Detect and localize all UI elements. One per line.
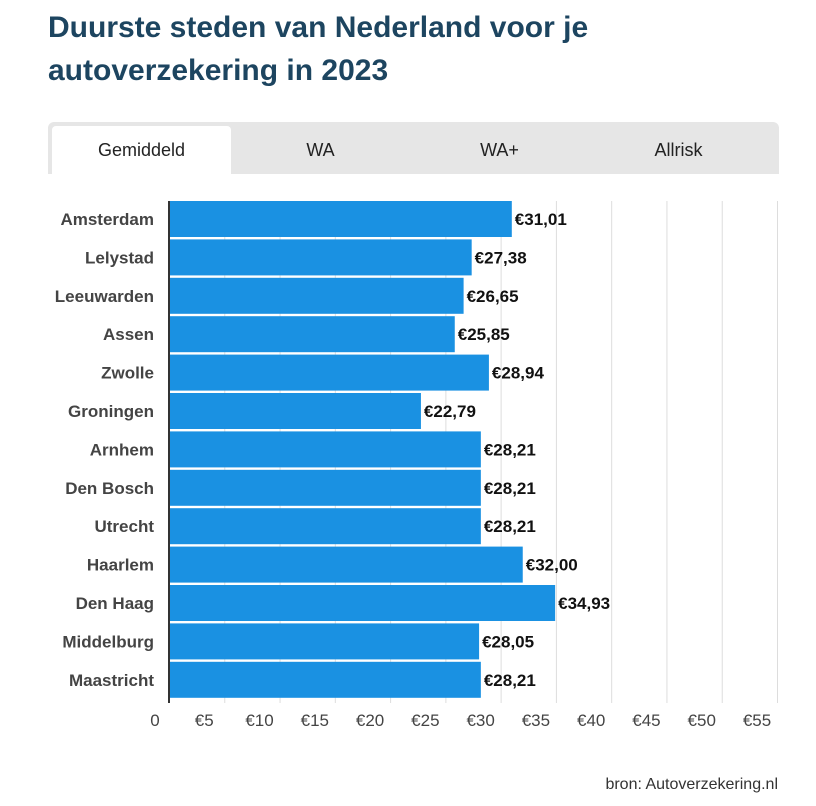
x-tick-label: €40 bbox=[577, 711, 605, 730]
value-label: €28,21 bbox=[484, 479, 536, 498]
category-label: Middelburg bbox=[62, 632, 154, 651]
bar bbox=[169, 508, 481, 545]
bar bbox=[169, 316, 455, 353]
bar bbox=[169, 277, 464, 314]
category-label: Den Bosch bbox=[65, 479, 154, 498]
source-note: bron: Autoverzekering.nl bbox=[605, 776, 778, 793]
category-label: Leeuwarden bbox=[55, 287, 154, 306]
bar bbox=[169, 239, 472, 276]
category-label: Lelystad bbox=[85, 248, 154, 267]
value-label: €31,01 bbox=[515, 210, 567, 229]
category-label: Groningen bbox=[68, 402, 154, 421]
value-label: €27,38 bbox=[475, 248, 527, 267]
bar bbox=[169, 393, 421, 429]
category-label: Utrecht bbox=[94, 517, 154, 536]
category-label: Maastricht bbox=[69, 671, 154, 690]
x-tick-label: €20 bbox=[356, 711, 384, 730]
category-label: Arnhem bbox=[90, 440, 154, 459]
x-tick-label: €15 bbox=[301, 711, 329, 730]
value-label: €32,00 bbox=[526, 556, 578, 575]
tab-gemiddeld[interactable]: Gemiddeld bbox=[52, 126, 231, 174]
x-tick-label: €50 bbox=[688, 711, 716, 730]
tab-wa[interactable]: WA bbox=[306, 139, 335, 160]
x-tick-label: €25 bbox=[411, 711, 439, 730]
bar bbox=[169, 354, 489, 391]
value-label: €26,65 bbox=[467, 287, 519, 306]
value-label: €28,21 bbox=[484, 671, 536, 690]
bar bbox=[169, 623, 480, 660]
bar bbox=[169, 546, 523, 583]
x-tick-label: €10 bbox=[245, 711, 273, 730]
bar bbox=[169, 201, 512, 237]
tab-wa-plus[interactable]: WA+ bbox=[480, 139, 519, 160]
category-label: Assen bbox=[103, 325, 154, 344]
value-label: €28,05 bbox=[482, 632, 534, 651]
value-label: €28,21 bbox=[484, 517, 536, 536]
bar bbox=[169, 661, 481, 698]
value-label: €22,79 bbox=[424, 402, 476, 421]
x-tick-label: €45 bbox=[632, 711, 660, 730]
bar bbox=[169, 469, 481, 506]
bar bbox=[169, 585, 556, 621]
value-label: €28,94 bbox=[492, 364, 545, 383]
x-tick-label: €30 bbox=[466, 711, 494, 730]
chart-title: Duurste steden van Nederland voor je aut… bbox=[48, 11, 589, 87]
x-tick-label: €35 bbox=[522, 711, 550, 730]
tab-allrisk[interactable]: Allrisk bbox=[654, 139, 703, 160]
category-label: Haarlem bbox=[87, 556, 154, 575]
x-tick-label: €5 bbox=[195, 711, 214, 730]
value-label: €34,93 bbox=[558, 594, 610, 613]
x-tick-label: €55 bbox=[743, 711, 771, 730]
category-label: Den Haag bbox=[76, 594, 154, 613]
bar bbox=[169, 431, 481, 468]
x-tick-label: 0 bbox=[150, 711, 159, 730]
category-label: Amsterdam bbox=[60, 210, 154, 229]
value-label: €28,21 bbox=[484, 440, 536, 459]
category-label: Zwolle bbox=[101, 364, 154, 383]
value-label: €25,85 bbox=[458, 325, 510, 344]
tab-bar: Gemiddeld WA WA+ Allrisk bbox=[48, 122, 779, 174]
